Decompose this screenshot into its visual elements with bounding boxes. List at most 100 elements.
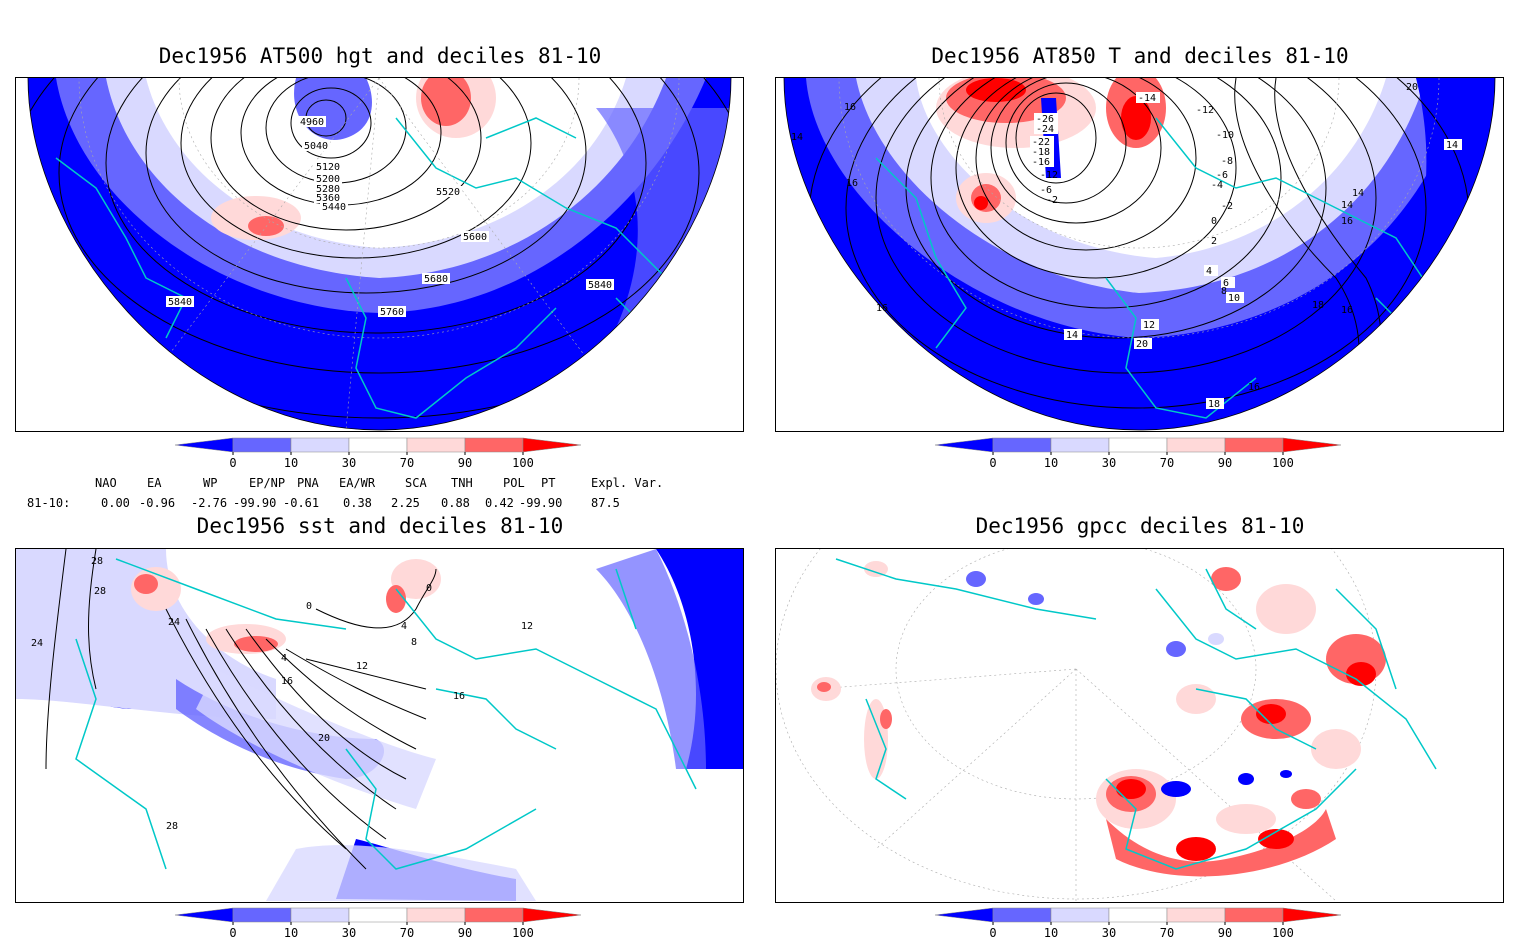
contour-label: 14 xyxy=(1341,200,1353,211)
colorbar-tick-label: 90 xyxy=(1218,926,1232,940)
contour-label: 4 xyxy=(281,653,287,664)
colorbar-tick-label: 10 xyxy=(1044,926,1058,940)
colorbar-segment xyxy=(1050,437,1110,453)
contour-label: 20 xyxy=(1136,339,1148,350)
colorbar-segment xyxy=(232,907,292,923)
colorbar-segment xyxy=(992,907,1052,923)
colorbar-tick-label: 10 xyxy=(284,456,298,470)
colorbar-segment xyxy=(1050,907,1110,923)
contour-label: 16 xyxy=(1341,216,1353,227)
colorbar-segment xyxy=(1166,907,1226,923)
colorbar-segment xyxy=(1108,437,1168,453)
colorbar-segment xyxy=(1224,437,1284,453)
colorbar-segment xyxy=(1166,437,1226,453)
colorbar-bottom-right: 0 10 30 70 90 100 xyxy=(934,907,1345,940)
contour-label: 4 xyxy=(401,621,407,632)
contour-label: 20 xyxy=(1406,82,1418,93)
colorbar-tick-label: 70 xyxy=(400,456,414,470)
colorbar-tick-label: 0 xyxy=(989,926,996,940)
contour-label: 12 xyxy=(521,621,533,632)
panel-title-gpcc: Dec1956 gpcc deciles 81-10 xyxy=(975,514,1305,538)
contour-label: 14 xyxy=(1352,188,1364,199)
colorbar-segment xyxy=(348,907,408,923)
colorbar-segment xyxy=(1282,437,1342,453)
contour-label: -6 xyxy=(1040,185,1052,196)
index-header: PNA xyxy=(297,476,319,490)
contour-label: 4 xyxy=(1206,266,1212,277)
colorbar-segment xyxy=(1224,907,1284,923)
index-header: PT xyxy=(541,476,556,490)
contour-label: -12 xyxy=(1196,105,1214,116)
contour-label: 5840 xyxy=(588,280,612,291)
index-header: EA xyxy=(147,476,162,490)
index-value: 2.25 xyxy=(391,496,420,510)
colorbar-tick-label: 0 xyxy=(989,456,996,470)
contour-label: -16 xyxy=(1032,157,1050,168)
panel-title-hgt500: Dec1956 AT500 hgt and deciles 81-10 xyxy=(158,44,602,68)
map-panel-gpcc xyxy=(775,548,1504,903)
colorbar-segment xyxy=(934,907,994,923)
colorbar-segment xyxy=(464,437,524,453)
contour-label: 28 xyxy=(166,821,178,832)
colorbar-segment xyxy=(232,437,292,453)
colorbar-top-right: 0 10 30 70 90 100 xyxy=(934,437,1345,474)
contour-label: 12 xyxy=(356,661,368,672)
map-panel-hgt500: 4960 5040 5120 5200 5280 5360 5440 5520 … xyxy=(15,77,744,432)
colorbar-tick-label: 100 xyxy=(1272,456,1294,470)
index-header: POL xyxy=(503,476,525,490)
index-header: TNH xyxy=(451,476,473,490)
colorbar-segment xyxy=(1108,907,1168,923)
index-row-label: 81-10: xyxy=(27,496,71,510)
colorbar-segment xyxy=(406,437,466,453)
index-value: 87.5 xyxy=(591,496,620,510)
colorbar-tick-label: 70 xyxy=(1160,926,1174,940)
contour-label: 14 xyxy=(791,132,803,143)
contour-label: 18 xyxy=(1312,300,1324,311)
index-header: EA/WR xyxy=(339,476,376,490)
colorbar-segment xyxy=(174,907,234,923)
contour-label: -10 xyxy=(1216,130,1234,141)
contour-label: 2 xyxy=(1211,236,1217,247)
contour-label: 4960 xyxy=(300,117,324,128)
contour-label: -2 xyxy=(1221,201,1233,212)
index-header: EP/NP xyxy=(249,476,286,490)
contour-label: 28 xyxy=(91,556,103,567)
contour-label: 14 xyxy=(1446,140,1458,151)
colorbar-segment xyxy=(522,907,582,923)
panel-title-t850: Dec1956 AT850 T and deciles 81-10 xyxy=(931,44,1349,68)
contour-label: 5200 xyxy=(316,174,340,185)
contour-label: -4 xyxy=(1211,180,1223,191)
panel-title-sst: Dec1956 sst and deciles 81-10 xyxy=(196,514,564,538)
contour-label: 5760 xyxy=(380,307,404,318)
index-value: -0.96 xyxy=(139,496,176,510)
colorbar-tick-label: 30 xyxy=(342,926,356,940)
colorbar-svg: 0 10 30 70 90 100 xyxy=(174,437,582,470)
colorbar-tick-label: 90 xyxy=(1218,456,1232,470)
index-header: SCA xyxy=(405,476,427,490)
index-header: NAO xyxy=(95,476,117,490)
contour-label: 16 xyxy=(844,102,856,113)
colorbar-tick-label: 90 xyxy=(458,926,472,940)
contour-label: 5680 xyxy=(424,274,448,285)
colorbar-bottom-left: 0 10 30 70 90 100 xyxy=(174,907,585,940)
colorbar-tick-label: 30 xyxy=(342,456,356,470)
contour-label: 24 xyxy=(31,638,43,649)
contour-label: 0 xyxy=(306,601,312,612)
colorbar-segment xyxy=(290,437,350,453)
colorbar-tick-label: 100 xyxy=(1272,926,1294,940)
contour-label: 24 xyxy=(168,617,180,628)
colorbar-tick-label: 10 xyxy=(284,926,298,940)
index-value: 0.42 xyxy=(485,496,514,510)
colorbar-segment xyxy=(934,437,994,453)
contour-label: 8 xyxy=(411,637,417,648)
contour-label: 5120 xyxy=(316,162,340,173)
contour-label: 5840 xyxy=(168,297,192,308)
colorbar-segment xyxy=(1282,907,1342,923)
contour-label: 5280 xyxy=(316,184,340,195)
contour-label: 16 xyxy=(846,178,858,189)
colorbar-tick-label: 30 xyxy=(1102,456,1116,470)
contour-label: -18 xyxy=(1032,147,1050,158)
contour-label: 12 xyxy=(1143,320,1155,331)
contour-label: 16 xyxy=(281,676,293,687)
colorbar-top-left: 0 10 30 70 90 100 xyxy=(174,437,585,474)
